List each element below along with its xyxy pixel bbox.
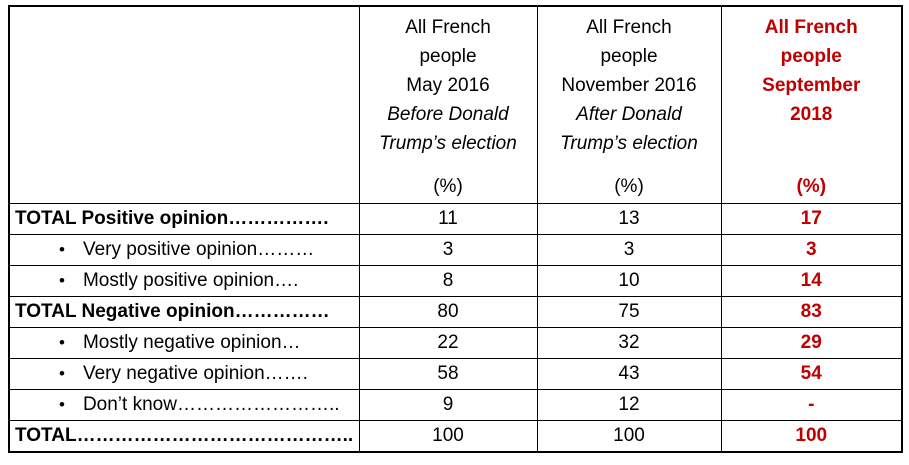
row-label: Very positive opinion……… [82, 239, 315, 260]
table-row: • Don’t know…………………….. 9 12 - [8, 389, 903, 421]
bullet-icon: • [59, 395, 65, 414]
table-row: TOTAL Positive opinion……………. 11 13 17 [8, 203, 903, 235]
row-value-september-2018: 17 [720, 203, 903, 235]
row-value-may-2016: 22 [358, 327, 538, 359]
row-label-cell: • Don’t know…………………….. [8, 389, 360, 421]
row-value-may-2016: 100 [358, 420, 538, 453]
header-col-november-2016: All French people November 2016 After Do… [536, 5, 722, 204]
row-value-november-2016: 10 [536, 265, 722, 297]
header-subtitle-november-2016: After Donald Trump’s election [560, 104, 698, 154]
header-row: All French people May 2016 Before Donald… [8, 5, 903, 204]
row-value-may-2016: 80 [358, 296, 538, 328]
row-value-september-2018: 14 [720, 265, 903, 297]
row-value-may-2016: 9 [358, 389, 538, 421]
row-label-cell: TOTAL…………………………………….. [8, 420, 360, 453]
row-value-september-2018: 29 [720, 327, 903, 359]
row-label-cell: • Very positive opinion……… [8, 234, 360, 266]
header-title-november-2016: All French people November 2016 [561, 17, 697, 96]
row-value-may-2016: 3 [358, 234, 538, 266]
header-title-may-2016: All French people May 2016 [405, 17, 491, 96]
header-unit-may-2016: (%) [433, 176, 463, 197]
row-label: Very negative opinion……. [82, 363, 308, 384]
row-label: TOTAL…………………………………….. [15, 425, 354, 446]
row-value-september-2018: 54 [720, 358, 903, 390]
row-value-september-2018: 3 [720, 234, 903, 266]
bullet-icon: • [59, 364, 65, 383]
row-value-november-2016: 13 [536, 203, 722, 235]
bullet-icon: • [59, 271, 65, 290]
opinion-table: All French people May 2016 Before Donald… [8, 5, 903, 453]
bullet-icon: • [59, 240, 65, 259]
header-title-september-2018: All French people September 2018 [762, 17, 861, 125]
row-label: Don’t know…………………….. [82, 394, 340, 415]
row-label-cell: • Mostly positive opinion…. [8, 265, 360, 297]
row-label-cell: • Mostly negative opinion… [8, 327, 360, 359]
row-value-may-2016: 8 [358, 265, 538, 297]
header-empty-cell [8, 5, 360, 204]
row-value-may-2016: 58 [358, 358, 538, 390]
header-col-may-2016: All French people May 2016 Before Donald… [358, 5, 538, 204]
row-value-may-2016: 11 [358, 203, 538, 235]
table-row: TOTAL Negative opinion…………… 80 75 83 [8, 296, 903, 328]
row-value-september-2018: 100 [720, 420, 903, 453]
header-unit-september-2018: (%) [796, 176, 827, 197]
row-label: TOTAL Positive opinion……………. [15, 208, 329, 229]
row-value-november-2016: 32 [536, 327, 722, 359]
table-row: • Mostly negative opinion… 22 32 29 [8, 327, 903, 359]
table-row: • Mostly positive opinion…. 8 10 14 [8, 265, 903, 297]
row-value-november-2016: 75 [536, 296, 722, 328]
header-subtitle-may-2016: Before Donald Trump’s election [379, 104, 517, 154]
table-body: TOTAL Positive opinion……………. 11 13 17 • V… [8, 203, 903, 453]
row-label-cell: TOTAL Negative opinion…………… [8, 296, 360, 328]
bullet-icon: • [59, 333, 65, 352]
row-label: Mostly positive opinion…. [82, 270, 299, 291]
row-label: TOTAL Negative opinion…………… [15, 301, 330, 322]
header-unit-november-2016: (%) [614, 176, 644, 197]
table-row: • Very negative opinion……. 58 43 54 [8, 358, 903, 390]
row-value-november-2016: 43 [536, 358, 722, 390]
header-col-september-2018: All French people September 2018 (%) [720, 5, 903, 204]
row-label-cell: TOTAL Positive opinion……………. [8, 203, 360, 235]
row-label: Mostly negative opinion… [82, 332, 301, 353]
row-value-november-2016: 100 [536, 420, 722, 453]
row-value-september-2018: - [720, 389, 903, 421]
row-value-september-2018: 83 [720, 296, 903, 328]
table-row: • Very positive opinion……… 3 3 3 [8, 234, 903, 266]
row-value-november-2016: 3 [536, 234, 722, 266]
row-value-november-2016: 12 [536, 389, 722, 421]
row-label-cell: • Very negative opinion……. [8, 358, 360, 390]
table-row: TOTAL…………………………………….. 100 100 100 [8, 420, 903, 453]
